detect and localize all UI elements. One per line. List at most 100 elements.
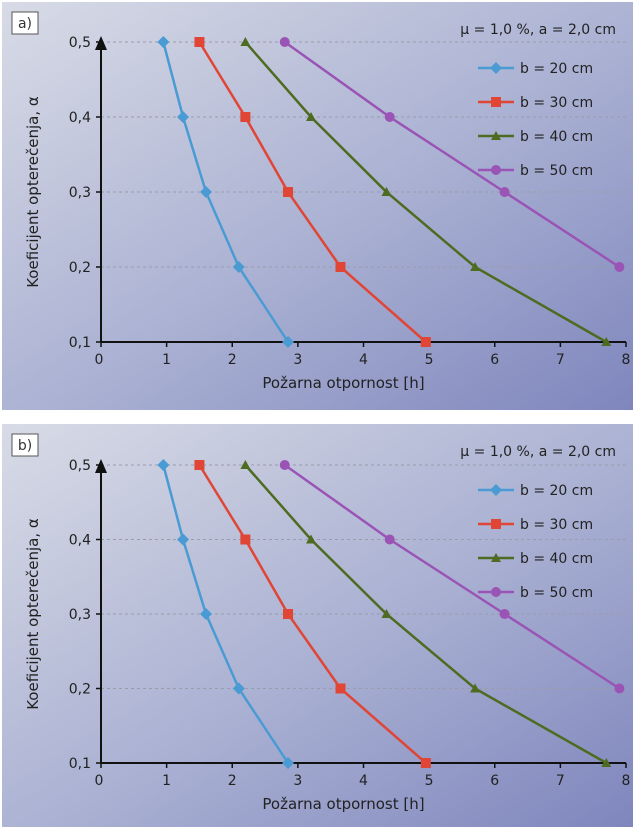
legend-label: b = 40 cm <box>520 551 593 567</box>
data-point <box>194 460 205 470</box>
data-point <box>614 262 625 272</box>
data-point <box>283 609 294 619</box>
x-tick-label: 5 <box>425 352 434 368</box>
x-tick-label: 7 <box>556 352 565 368</box>
panel-label: a) <box>18 16 32 32</box>
series-line <box>284 40 621 269</box>
data-point <box>194 37 205 47</box>
x-tick-label: 2 <box>228 773 237 789</box>
y-axis-arrow <box>95 459 107 473</box>
parameter-annotation: μ = 1,0 %, a = 2,0 cm <box>460 22 616 38</box>
legend-swatch-marker <box>491 587 501 597</box>
y-tick-label: 0,2 <box>69 260 91 276</box>
data-point <box>335 262 346 272</box>
y-axis-title: Koeficijent opterečenja, α <box>24 518 42 710</box>
data-point <box>157 459 170 471</box>
data-point <box>499 609 510 619</box>
x-tick-label: 8 <box>622 352 631 368</box>
data-point <box>177 533 190 546</box>
data-point <box>601 758 612 767</box>
y-axis-title: Koeficijent opterečenja, α <box>24 96 42 288</box>
legend-swatch-marker <box>491 553 501 562</box>
data-point <box>232 261 245 273</box>
data-point <box>240 460 251 469</box>
series-b-30-cm <box>194 460 431 768</box>
y-tick-label: 0,5 <box>69 458 91 474</box>
data-point <box>240 534 251 545</box>
data-point <box>283 187 294 197</box>
legend: b = 20 cm b = 30 cm b = 40 cm b = 50 cm <box>478 61 593 179</box>
data-point <box>240 112 251 122</box>
legend-swatch-marker <box>490 484 502 496</box>
data-point <box>470 262 481 271</box>
x-tick-label: 6 <box>490 773 499 789</box>
x-tick-label: 3 <box>293 773 302 789</box>
data-point <box>306 112 316 121</box>
data-point <box>282 336 295 348</box>
series-b-20-cm <box>157 459 295 769</box>
data-point <box>200 186 212 198</box>
legend-label: b = 20 cm <box>520 61 593 77</box>
y-tick-label: 0,4 <box>69 110 91 126</box>
legend-swatch-marker <box>491 165 501 175</box>
chart-panel-a: a) 0,1 0,2 0,3 0,4 0,5 0 1 2 3 4 5 6 7 8 Požarna otporn… <box>2 2 633 410</box>
y-tick-label: 0,2 <box>69 682 91 698</box>
y-tick-label: 0,1 <box>69 335 91 351</box>
x-tick-label: 4 <box>359 352 368 368</box>
legend-label: b = 30 cm <box>520 517 593 533</box>
legend-swatch-marker <box>490 62 502 74</box>
x-tick-label: 1 <box>162 773 171 789</box>
x-tick-label: 2 <box>228 352 237 368</box>
data-point <box>420 337 431 347</box>
legend-label: b = 50 cm <box>520 585 593 601</box>
data-point <box>177 111 190 123</box>
series-b-30-cm <box>194 37 431 347</box>
y-tick-label: 0,3 <box>69 185 91 201</box>
series-b-40-cm <box>240 460 612 767</box>
data-point <box>384 112 395 122</box>
x-tick-label: 8 <box>622 773 631 789</box>
x-tick-label: 7 <box>556 773 565 789</box>
data-point <box>420 758 431 768</box>
data-point <box>279 460 290 470</box>
panel-background <box>2 424 633 827</box>
x-axis-title: Požarna otpornost [h] <box>262 795 424 813</box>
data-point <box>381 609 392 618</box>
data-point <box>240 37 251 46</box>
legend-swatch-marker <box>491 519 501 529</box>
y-tick-label: 0,5 <box>69 35 91 51</box>
y-axis-arrow <box>95 36 107 50</box>
x-tick-label: 3 <box>293 352 302 368</box>
x-tick-label: 1 <box>162 352 171 368</box>
x-axis-title: Požarna otpornost [h] <box>262 374 424 392</box>
x-tick-label: 5 <box>425 773 434 789</box>
data-point <box>335 683 346 694</box>
data-point <box>200 608 212 620</box>
data-point <box>279 37 290 47</box>
series-b-50-cm <box>279 37 625 272</box>
data-point <box>499 187 510 197</box>
legend-label: b = 30 cm <box>520 95 593 111</box>
y-tick-label: 0,4 <box>69 533 91 549</box>
x-tick-label: 6 <box>490 352 499 368</box>
data-point <box>614 683 625 694</box>
panel-label-box <box>11 433 39 457</box>
panel-label: b) <box>18 438 32 454</box>
legend-label: b = 20 cm <box>520 483 593 499</box>
data-point <box>232 682 245 695</box>
panel-label-box <box>11 11 39 35</box>
series-line <box>284 463 621 690</box>
data-point <box>384 534 395 545</box>
chart-panel-b: b) 0,1 0,2 0,3 0,4 0,5 0 1 2 3 4 5 6 7 8 Požarna otporn… <box>2 424 633 827</box>
legend-label: b = 40 cm <box>520 129 593 145</box>
legend-swatch-marker <box>491 131 501 140</box>
series-b-20-cm <box>157 36 295 348</box>
data-point <box>306 534 316 544</box>
data-point <box>381 187 392 196</box>
series-b-50-cm <box>279 460 625 694</box>
data-point <box>601 337 612 346</box>
data-point <box>282 757 295 769</box>
x-tick-label: 0 <box>95 352 104 368</box>
y-tick-label: 0,1 <box>69 756 91 772</box>
